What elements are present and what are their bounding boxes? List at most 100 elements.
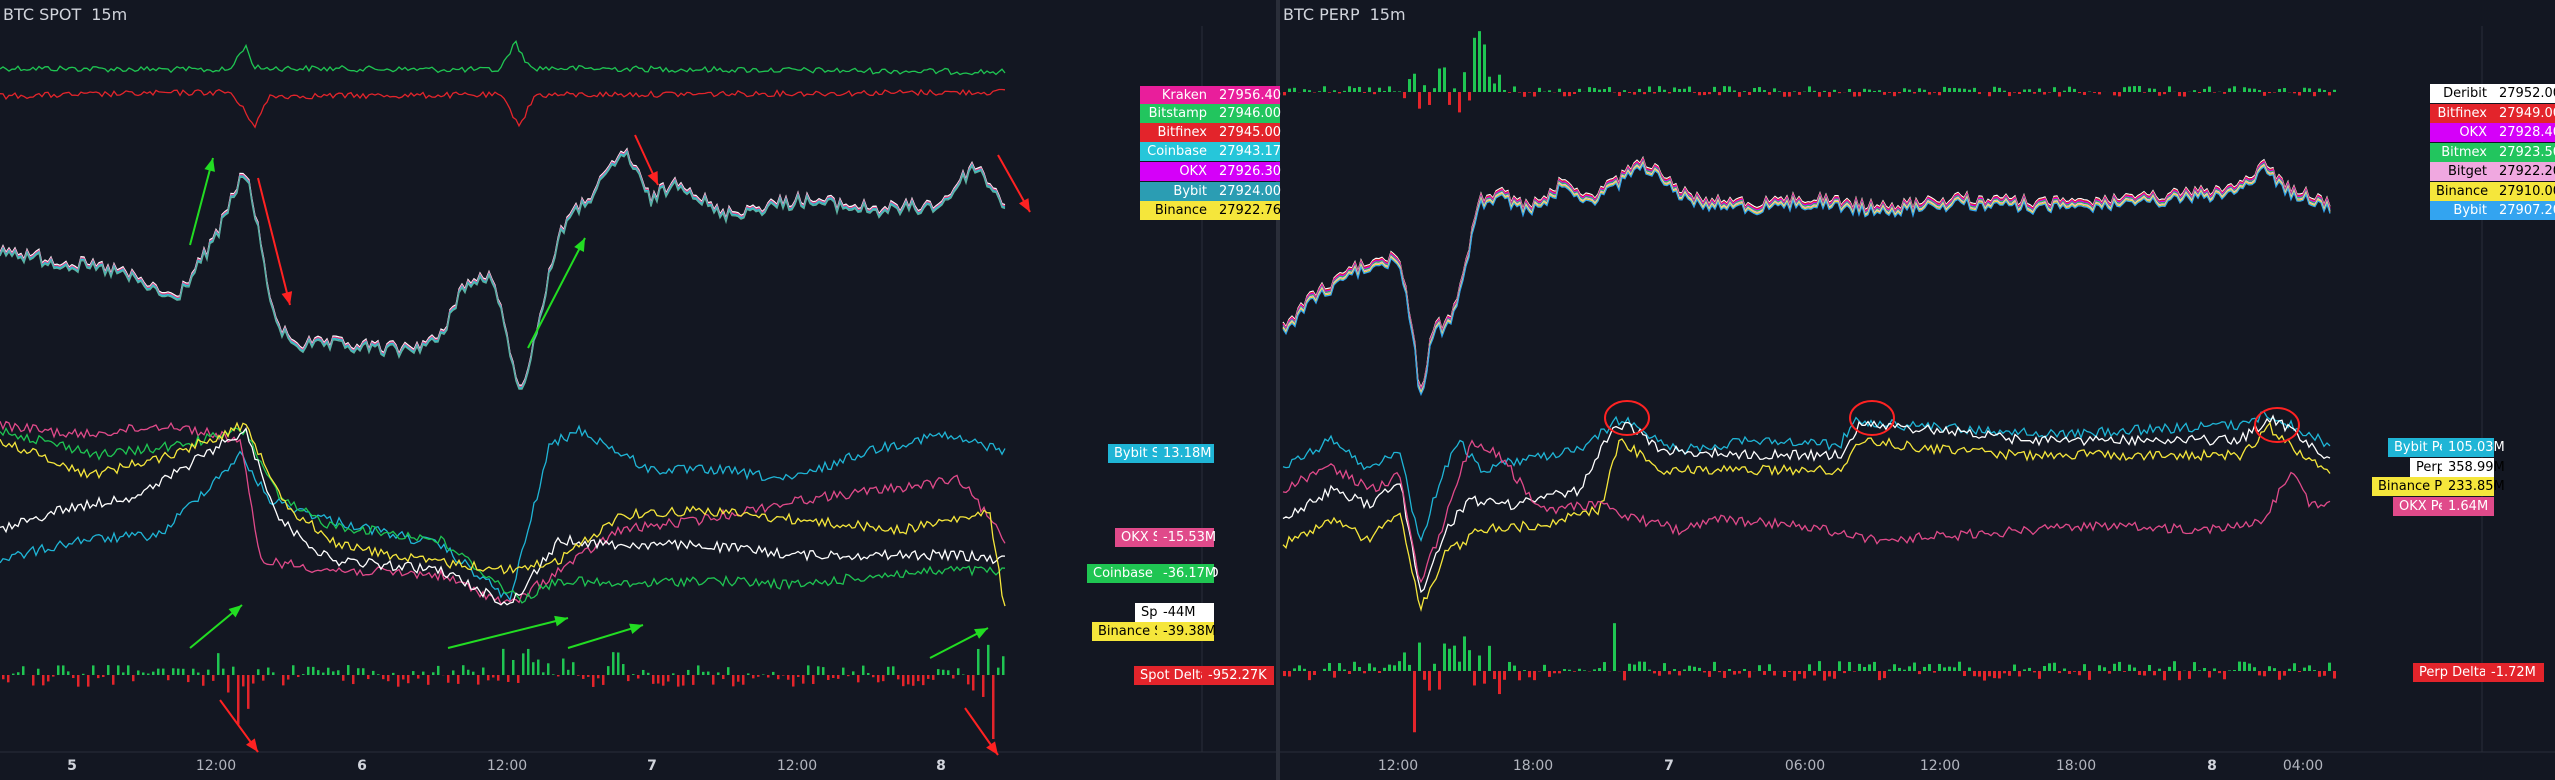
perp-delta-bar <box>2238 661 2241 671</box>
perp-delta-bar <box>1963 671 1966 677</box>
spot-delta-bar <box>22 666 25 675</box>
perp-delta-bar <box>1518 671 1521 681</box>
perp-top-delta-bar <box>2028 89 2031 92</box>
perp-cvd-label-3-value: 1.64M <box>2442 497 2494 516</box>
perp-top-delta-bar <box>2213 92 2216 93</box>
spot-exchange-label-coinbase-value: 27943.17 <box>1213 142 1281 161</box>
perp-delta-bar <box>1848 661 1851 671</box>
perp-top-delta-bar <box>1433 88 1436 92</box>
perp-exchange-label-okx-value: 27928.40 <box>2493 123 2555 142</box>
perp-delta-bar <box>1598 668 1601 671</box>
spot-cvd-label-3-name: Spot CVDs <box>1135 603 1209 622</box>
perp-delta-bar <box>1933 671 1936 673</box>
perp-top-delta-bar <box>2143 92 2146 93</box>
perp-delta-bar <box>2218 671 2221 674</box>
perp-top-delta-bar <box>1318 91 1321 92</box>
spot-timeframe[interactable]: 15m <box>91 4 128 24</box>
perp-delta-bar <box>1898 667 1901 671</box>
spot-delta-bar <box>147 673 150 675</box>
perp-top-delta-bar <box>1963 88 1966 92</box>
perp-top-delta-bar <box>1733 90 1736 92</box>
perp-delta-bar <box>1748 671 1751 678</box>
perp-top-delta-bar <box>1523 92 1526 97</box>
perp-top-delta-bar <box>1988 92 1991 97</box>
perp-delta-bar <box>2243 661 2246 671</box>
spot-cvd-label-0-name: Bybit Spot CVD <box>1108 444 1213 463</box>
perp-delta-bar <box>1298 665 1301 671</box>
spot-delta-bar <box>97 675 100 679</box>
spot-delta-bar <box>947 670 950 675</box>
spot-delta-bar <box>807 665 810 675</box>
spot-delta-bar <box>7 675 10 683</box>
perp-delta-bar <box>2068 671 2071 674</box>
perp-delta-bar <box>1768 664 1771 671</box>
spot-delta-bar <box>367 675 370 680</box>
perp-delta-bar <box>2318 671 2321 677</box>
spot-delta-bar <box>907 675 910 685</box>
spot-delta-bar <box>642 669 645 675</box>
perp-top-delta-bar <box>1893 92 1896 97</box>
perp-top-delta-bar <box>1798 92 1801 95</box>
spot-delta-label-name: Spot Delta <box>1134 666 1208 685</box>
perp-exchange-label-bitfinex-name: Bitfinex <box>2430 104 2493 123</box>
perp-delta-bar <box>2123 671 2126 672</box>
perp-delta-bar <box>2163 671 2166 681</box>
spot-delta-bar <box>267 667 270 675</box>
perp-delta-bar <box>1288 671 1291 677</box>
perp-delta-bar <box>1673 669 1676 671</box>
perp-top-delta-bar <box>2293 92 2296 94</box>
perp-delta-bar <box>2003 671 2006 674</box>
perp-top-delta-bar <box>2258 90 2261 92</box>
spot-delta-bar <box>157 668 160 675</box>
perp-delta-bar <box>1923 666 1926 671</box>
spot-delta-bar <box>922 675 925 686</box>
perp-timeframe[interactable]: 15m <box>1369 4 1406 24</box>
perp-delta-bar <box>2043 665 2046 671</box>
spot-delta-bar <box>427 675 430 685</box>
spot-delta-bar <box>792 675 795 687</box>
annotation-arrow-up-icon <box>567 623 644 649</box>
perp-top-delta-bar <box>1513 86 1516 92</box>
perp-delta-bar <box>2333 671 2336 679</box>
spot-delta-bar <box>872 675 875 678</box>
spot-delta-bar <box>37 668 40 675</box>
perp-top-delta-bar <box>1908 89 1911 92</box>
perp-top-delta-bar <box>2068 86 2071 92</box>
spot-delta-bar <box>107 665 110 675</box>
perp-delta-bar <box>1473 671 1476 686</box>
perp-delta-bar <box>2053 662 2056 671</box>
spot-cvd-label-4-name: Binance Spot CVD <box>1092 622 1216 641</box>
spot-delta-bar <box>957 668 960 675</box>
spot-delta-bar <box>372 670 375 675</box>
perp-delta-bar <box>2168 666 2171 671</box>
perp-top-delta-bar <box>1453 88 1456 92</box>
perp-delta-bar <box>2323 671 2326 676</box>
spot-delta-bar <box>492 675 495 678</box>
perp-delta-label: Perp Delta -1.72M <box>2413 663 2544 682</box>
spot-exchange-label-bitstamp-name: Bitstamp <box>1140 104 1213 123</box>
perp-delta-bar <box>2103 667 2106 671</box>
spot-exchange-label-bitstamp-value: 27946.00 <box>1213 104 1281 123</box>
perp-top-delta-bar <box>1918 88 1921 92</box>
perp-top-delta-bar <box>2308 88 2311 92</box>
spot-delta-bar <box>927 675 930 679</box>
perp-cvd-label-2: Binance Perp CVD 233.85M <box>2372 477 2505 496</box>
spot-delta-bar <box>747 673 750 675</box>
perp-top-delta-bar <box>1463 72 1466 92</box>
spot-delta-bar <box>187 675 190 683</box>
annotation-arrow-down-icon <box>997 154 1031 213</box>
perp-delta-bar <box>1738 671 1741 674</box>
annotation-arrow-up-icon <box>527 237 586 349</box>
perp-delta-bar <box>1388 664 1391 671</box>
perp-delta-bar <box>1453 645 1456 671</box>
perp-delta-bar <box>1583 670 1586 671</box>
perp-top-delta-bar <box>2138 86 2141 92</box>
spot-delta-bar <box>852 671 855 675</box>
spot-delta-bar <box>92 665 95 675</box>
spot-delta-bar <box>932 675 935 680</box>
perp-top-delta-bar <box>1763 90 1766 92</box>
perp-delta-bar <box>1683 669 1686 671</box>
perp-panel-title: BTC PERP 15m <box>1283 2 1406 26</box>
perp-delta-bar <box>1803 671 1806 679</box>
